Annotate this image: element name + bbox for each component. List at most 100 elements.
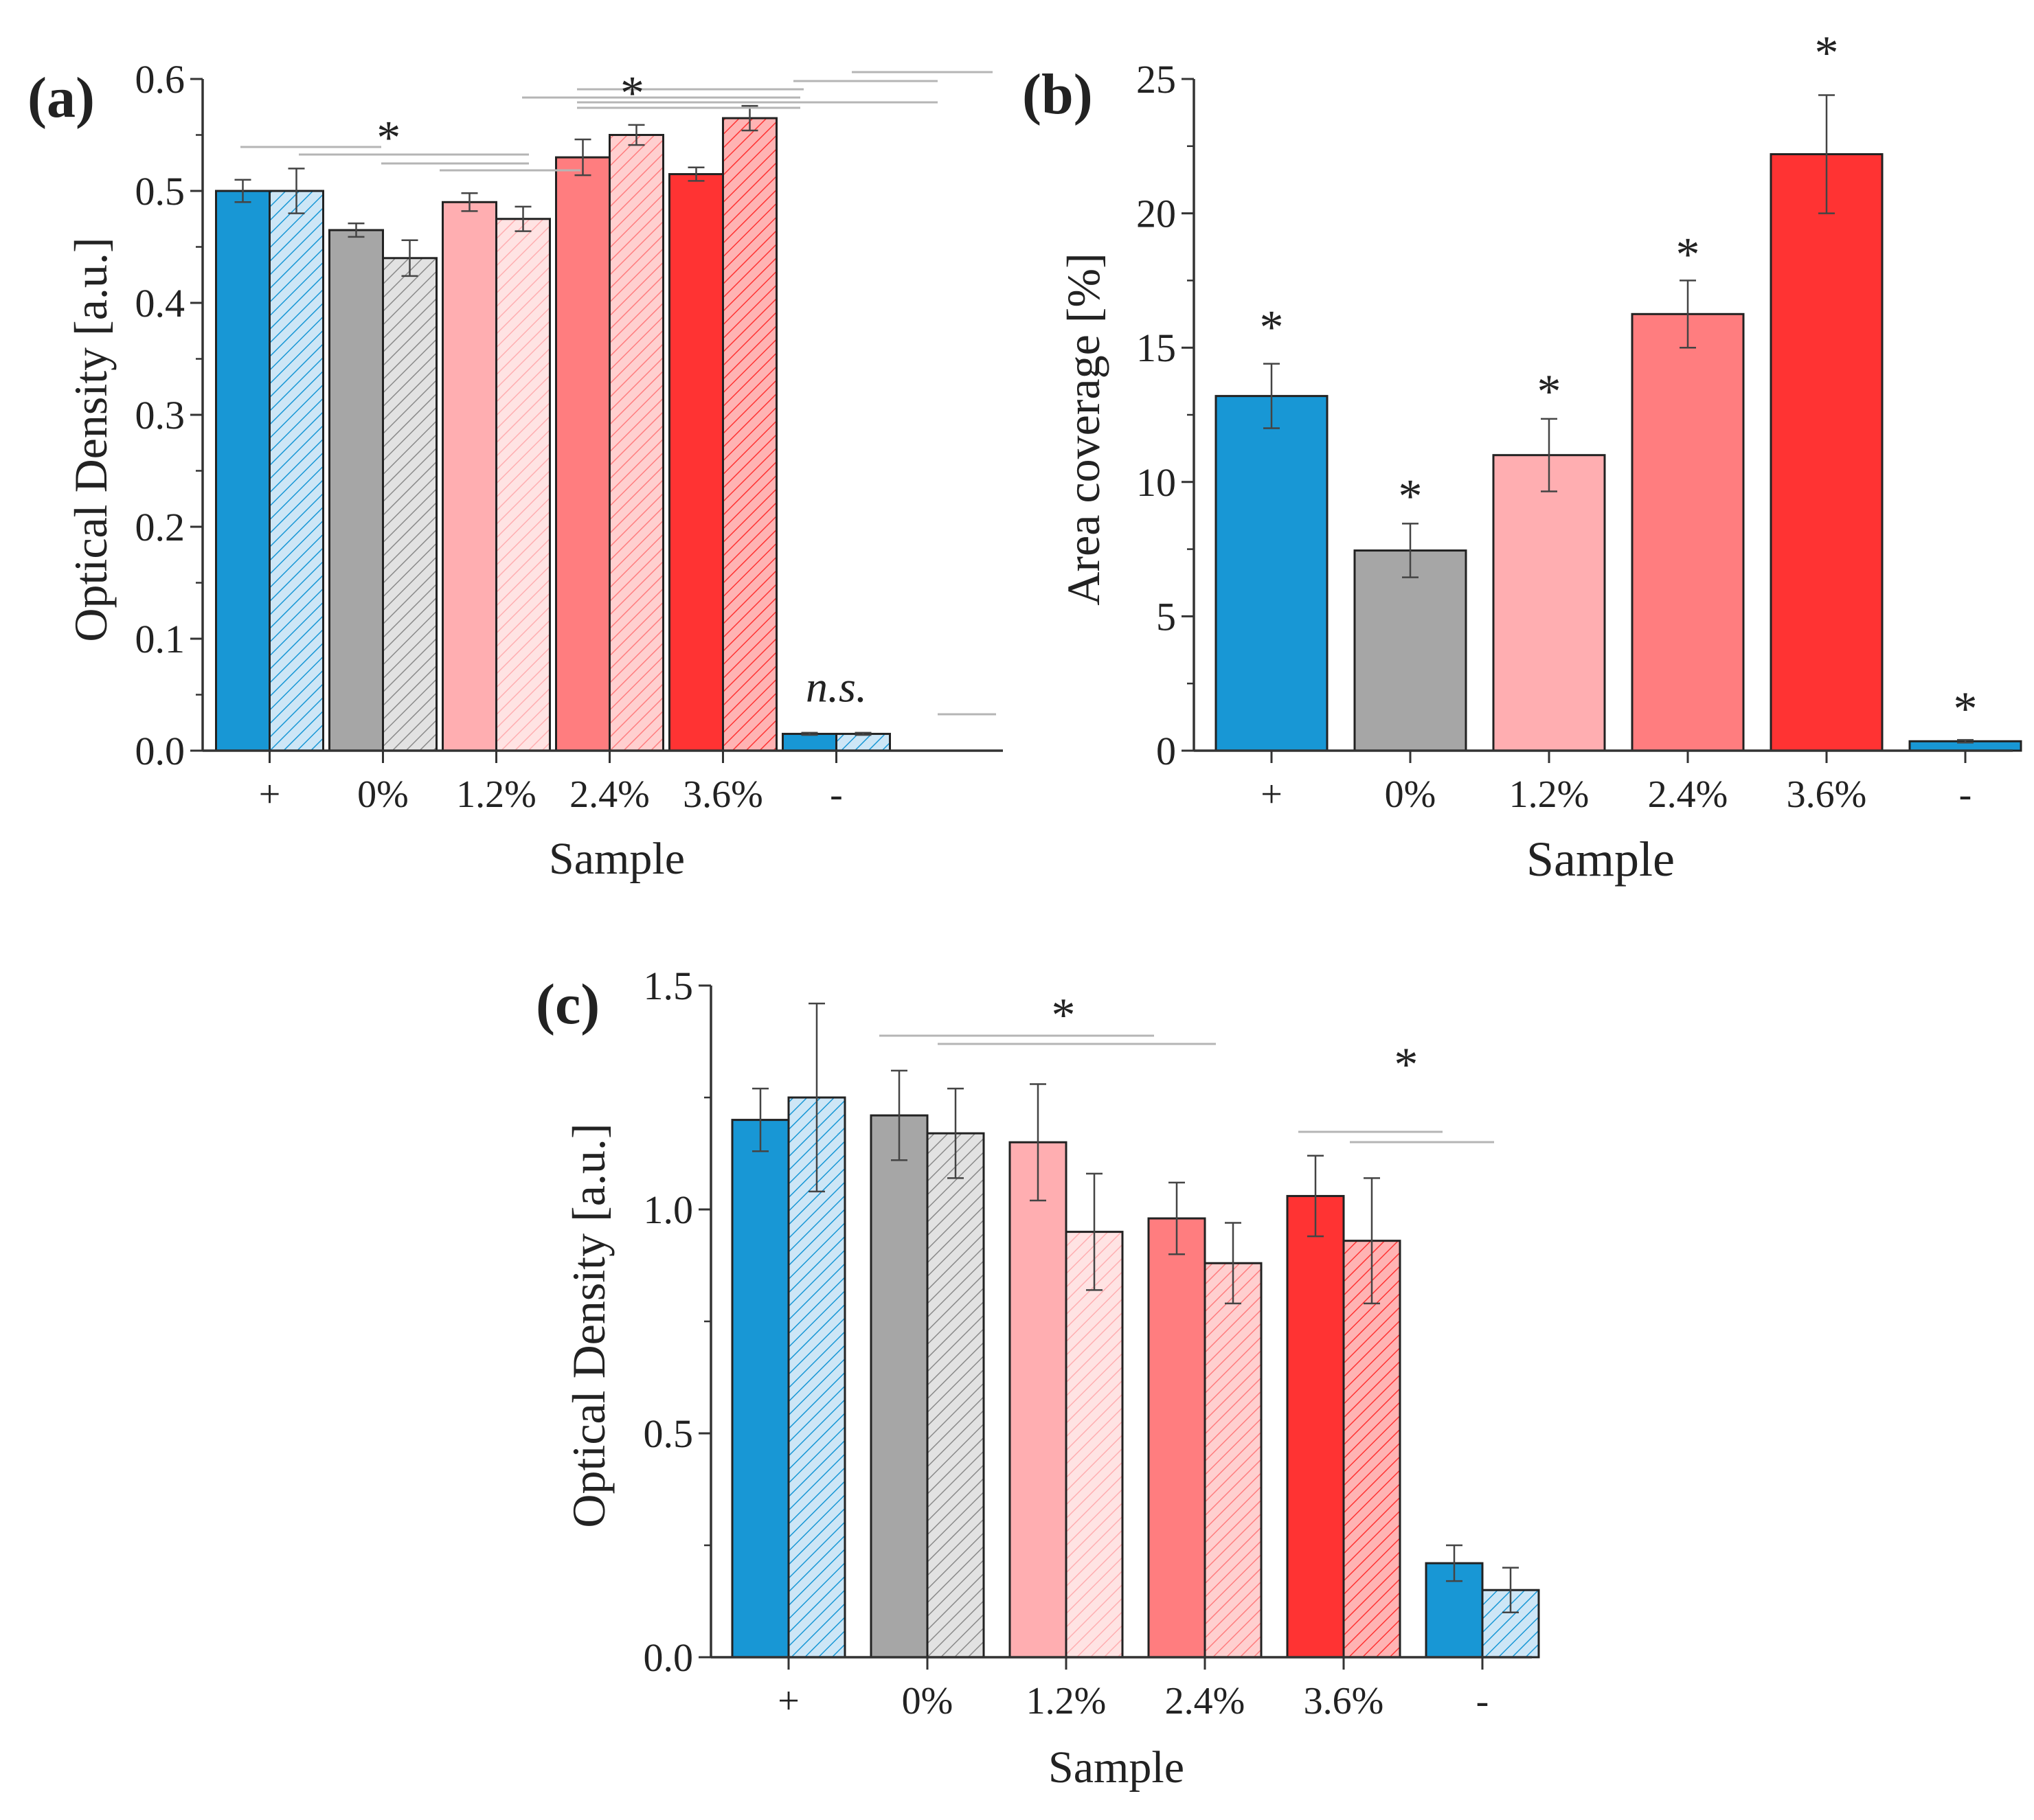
panel-a-y-tick-label: 0.0 xyxy=(135,729,185,773)
panel-a-bar-solid-2 xyxy=(442,201,497,752)
panel-c-bar-solid-0 xyxy=(731,1119,790,1659)
panel-a-annotation-1: * xyxy=(620,67,644,120)
panel-c-error-bar-hatched-3 xyxy=(1225,1222,1241,1305)
panel-a-x-axis-label: Sample xyxy=(549,834,685,884)
panel-a-y-tick-label: 0.5 xyxy=(135,169,185,214)
panel-c-optical-density-chart: (c) Optical Density [a.u.] Sample 0.0 0.5… xyxy=(536,964,1540,1793)
panel-b-y-tick-label: 15 xyxy=(1136,326,1176,370)
panel-b-bar-solid-3 xyxy=(1631,312,1745,752)
panel-b-error-bar-solid-0 xyxy=(1263,363,1280,429)
panel-a-bar-solid-5 xyxy=(782,733,837,752)
panel-c-annotation-1: * xyxy=(1394,1038,1418,1091)
panel-c-x-tick-label-0: + xyxy=(778,1680,800,1722)
panel-a-bar-hatched-3 xyxy=(609,134,664,752)
panel-b-y-axis-label: Area coverage [%] xyxy=(1057,253,1109,605)
panel-b-y-tick-label: 25 xyxy=(1136,57,1176,102)
panel-c-error-bar-solid-5 xyxy=(1446,1544,1462,1582)
panel-b-error-bar-solid-3 xyxy=(1680,280,1696,349)
panel-c-error-bar-solid-0 xyxy=(752,1087,769,1152)
panel-c-label: (c) xyxy=(536,972,600,1036)
panel-a-bar-hatched-2 xyxy=(495,218,551,752)
panel-b-x-tick-label-2: 1.2% xyxy=(1509,773,1590,816)
panel-a-error-bar-hatched-3 xyxy=(628,124,645,146)
panel-a-error-bar-solid-3 xyxy=(574,138,591,177)
panel-a-bar-solid-3 xyxy=(555,156,611,752)
panel-c-bar-hatched-3 xyxy=(1204,1262,1263,1659)
panel-a-error-bar-hatched-1 xyxy=(401,239,418,277)
panel-b-x-tick-label-0: + xyxy=(1261,773,1282,816)
panel-a-error-bar-hatched-5 xyxy=(855,731,872,736)
panel-c-y-tick-label: 0.0 xyxy=(644,1635,694,1680)
panel-a-y-tick-label: 0.2 xyxy=(135,505,185,549)
panel-b-bar-solid-0 xyxy=(1214,395,1329,752)
panel-c-error-bar-solid-3 xyxy=(1168,1181,1185,1255)
panel-c-y-tick-label: 1.0 xyxy=(644,1187,694,1232)
panel-c-error-bar-solid-2 xyxy=(1030,1083,1046,1202)
panel-c-x-axis-label: Sample xyxy=(1048,1742,1184,1793)
panel-c-x-tick-label-1: 0% xyxy=(902,1680,953,1722)
panel-b-bar-solid-4 xyxy=(1770,153,1884,752)
panel-a-bar-solid-0 xyxy=(215,190,271,752)
panel-a-x-tick-label-5: - xyxy=(830,773,843,816)
panel-b-area-coverage-chart: (b) Area coverage [%] Sample 0 5 10 15 20 25 +… xyxy=(1022,27,2022,887)
panel-c-bar-solid-2 xyxy=(1008,1141,1067,1659)
panel-a-x-tick-label-2: 1.2% xyxy=(456,773,536,816)
panel-c-bar-solid-4 xyxy=(1286,1194,1345,1659)
panel-a-y-tick-label: 0.6 xyxy=(135,57,185,102)
panel-b-y-tick-label: 10 xyxy=(1136,460,1176,505)
panel-a-error-bar-hatched-4 xyxy=(741,104,758,132)
panel-c-error-bar-hatched-0 xyxy=(809,1002,825,1193)
panel-a-y-tick-label: 0.3 xyxy=(135,393,185,437)
panel-a-bar-hatched-5 xyxy=(835,733,891,752)
panel-a-error-bar-solid-0 xyxy=(234,179,251,203)
panel-a-bar-hatched-1 xyxy=(382,257,438,752)
panel-a-bar-solid-4 xyxy=(668,173,724,752)
panel-a-x-tick-label-3: 2.4% xyxy=(569,773,650,816)
panel-c-error-bar-hatched-2 xyxy=(1086,1172,1103,1291)
panel-a-annotation-0: * xyxy=(376,111,400,164)
panel-c-bar-hatched-1 xyxy=(926,1132,985,1659)
panel-b-label: (b) xyxy=(1022,62,1093,126)
panel-b-error-bar-solid-2 xyxy=(1541,418,1557,492)
panel-b-annotation-3: * xyxy=(1676,229,1700,282)
panel-a-error-bar-hatched-0 xyxy=(288,168,305,214)
panel-b-y-tick-label: 5 xyxy=(1156,594,1176,639)
panel-c-error-bar-hatched-1 xyxy=(947,1087,964,1179)
panel-c-x-tick-label-3: 2.4% xyxy=(1165,1680,1245,1722)
panel-a-bar-hatched-4 xyxy=(722,117,778,752)
panel-a-x-tick-label-1: 0% xyxy=(357,773,409,816)
panel-a-x-tick-label-4: 3.6% xyxy=(683,773,763,816)
panel-c-error-bar-solid-1 xyxy=(891,1069,907,1161)
panel-a-bar-hatched-0 xyxy=(269,190,324,752)
panel-a-y-axis-label: Optical Density [a.u.] xyxy=(65,237,117,641)
panel-b-error-bar-solid-5 xyxy=(1957,739,1974,744)
panel-c-error-bar-hatched-5 xyxy=(1502,1567,1519,1614)
panel-c-x-tick-label-5: - xyxy=(1476,1680,1489,1722)
panel-b-bar-solid-1 xyxy=(1353,549,1467,752)
panel-b-x-tick-label-3: 2.4% xyxy=(1648,773,1728,816)
panel-b-x-axis-label: Sample xyxy=(1526,832,1675,887)
panel-c-bar-solid-1 xyxy=(870,1114,929,1659)
panel-c-annotation-0: * xyxy=(1051,989,1075,1042)
panel-a-y-tick-label: 0.1 xyxy=(135,617,185,661)
panel-c-x-tick-label-4: 3.6% xyxy=(1304,1680,1384,1722)
panel-a-x-tick-label-0: + xyxy=(259,773,281,816)
panel-c-bar-solid-3 xyxy=(1147,1217,1206,1659)
panel-b-error-bar-solid-4 xyxy=(1818,94,1835,214)
panel-b-annotation-1: * xyxy=(1399,470,1423,523)
panel-b-annotation-2: * xyxy=(1537,365,1561,418)
panel-c-y-tick-label: 0.5 xyxy=(644,1411,694,1456)
panel-a-error-bar-solid-2 xyxy=(461,192,478,212)
panel-c-bar-hatched-4 xyxy=(1342,1240,1401,1659)
panel-b-x-tick-label-1: 0% xyxy=(1385,773,1436,816)
panel-c-bar-hatched-2 xyxy=(1065,1231,1124,1659)
panel-a-bar-solid-1 xyxy=(328,229,384,752)
panel-b-annotation-4: * xyxy=(1815,27,1839,80)
panel-b-y-tick-label: 20 xyxy=(1136,192,1176,236)
panel-c-y-axis-label: Optical Density [a.u.] xyxy=(563,1123,615,1527)
panel-c-error-bar-hatched-4 xyxy=(1364,1177,1380,1305)
panel-c-x-tick-label-2: 1.2% xyxy=(1026,1680,1107,1722)
panel-a-annotation-2: n.s. xyxy=(806,663,867,712)
panel-b-error-bar-solid-1 xyxy=(1402,523,1419,578)
